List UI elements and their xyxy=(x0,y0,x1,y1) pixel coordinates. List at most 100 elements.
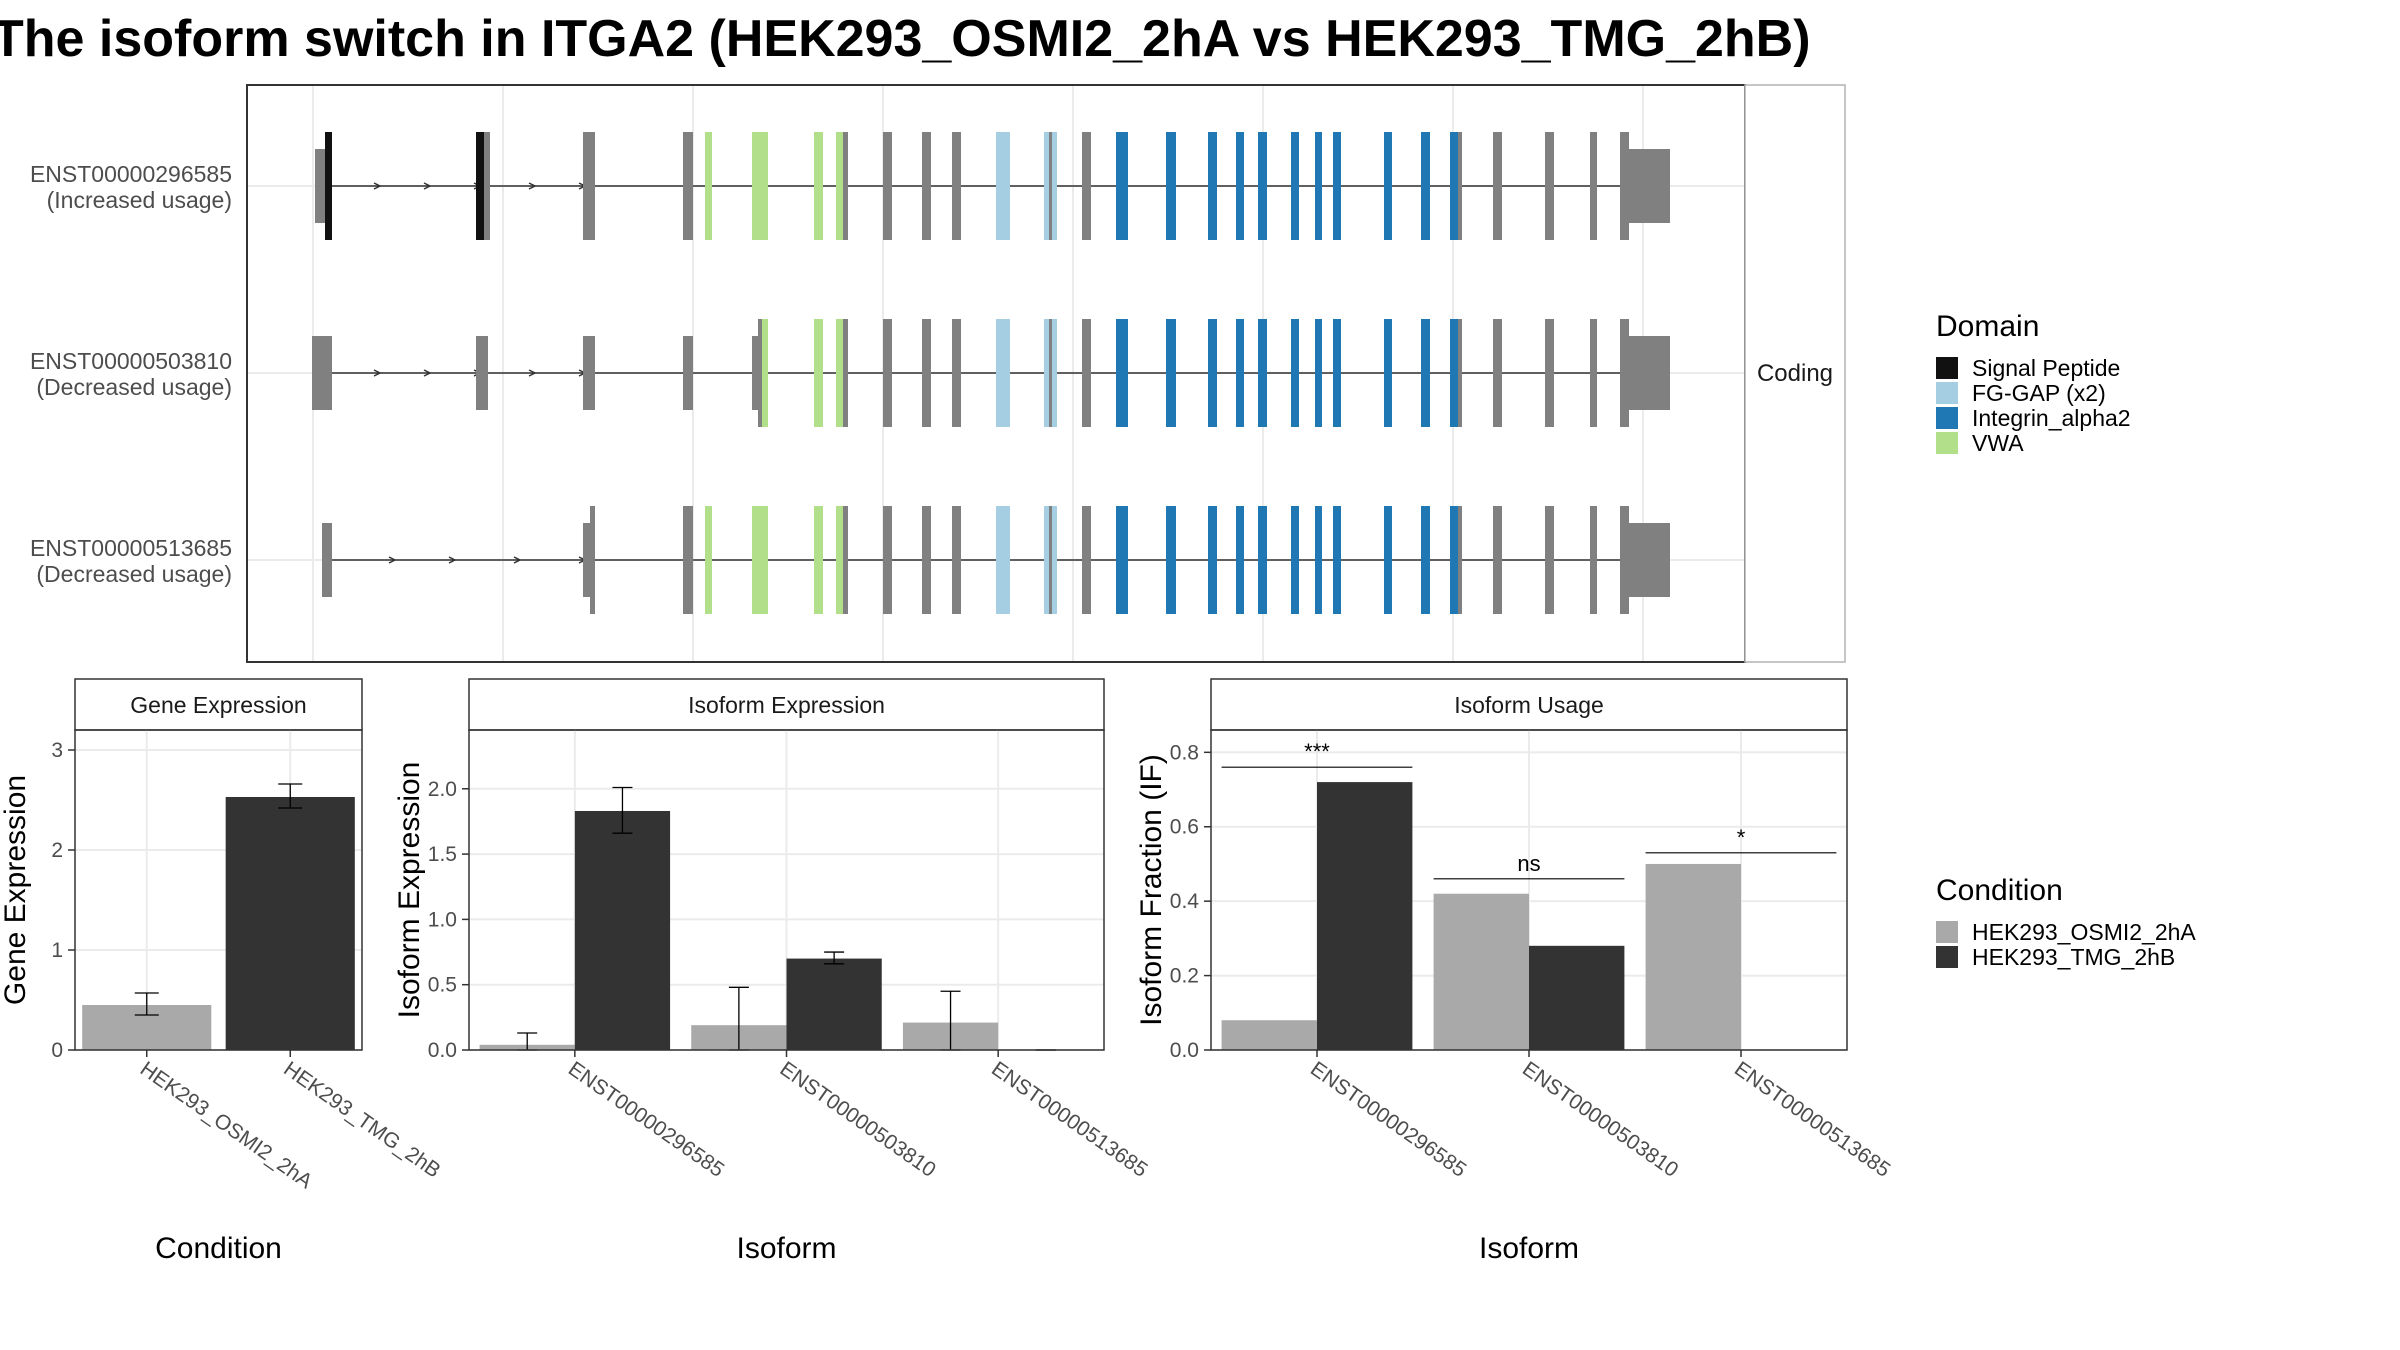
exon-rect xyxy=(1384,506,1392,614)
exon-rect xyxy=(1384,132,1392,240)
y-tick-label: 0.4 xyxy=(1170,890,1200,913)
exon-rect xyxy=(1620,336,1670,410)
isoform-usage-label: (Decreased usage) xyxy=(36,561,232,587)
exon-rect xyxy=(758,319,762,427)
facet-label: Coding xyxy=(1757,360,1833,387)
exon-rect xyxy=(1315,132,1322,240)
bar xyxy=(1317,782,1413,1050)
chart-panel-2: Isoform Expression0.00.51.01.52.0ENST000… xyxy=(393,678,1152,1265)
isoform-id-label: ENST00000513685 xyxy=(30,535,232,561)
panel-strip xyxy=(74,678,363,731)
condition-legend-swatch xyxy=(1936,946,1958,968)
exon-rect xyxy=(1458,319,1462,427)
bar xyxy=(1645,863,1741,1050)
figure-title: The isoform switch in ITGA2 (HEK293_OSMI… xyxy=(0,10,1811,68)
exon-rect xyxy=(1333,506,1341,614)
exon-rect xyxy=(1166,132,1176,240)
exon-rect xyxy=(836,132,843,240)
exon-rect xyxy=(583,336,595,410)
intron-arrow xyxy=(373,369,382,377)
x-tick-label: ENST00000503810 xyxy=(1518,1057,1682,1182)
exon-rect xyxy=(1590,319,1597,427)
exon-rect xyxy=(752,132,768,240)
exon-rect xyxy=(1082,132,1091,240)
isoform-id-label: ENST00000503810 xyxy=(30,348,232,374)
exon-rect xyxy=(1208,319,1217,427)
exon-rect xyxy=(1315,506,1322,614)
exon-rect xyxy=(952,506,961,614)
y-tick-label: 0.0 xyxy=(428,1039,457,1062)
y-tick-label: 1.5 xyxy=(428,843,457,866)
exon-rect xyxy=(752,506,768,614)
transcript-structure-panel: Coding ENST00000296585(Increased usage) EN… xyxy=(30,84,1846,663)
exon-rect xyxy=(683,336,693,410)
exon-rect xyxy=(1450,506,1458,614)
exon-rect xyxy=(1590,132,1597,240)
exon-rect xyxy=(484,132,490,240)
exon-rect xyxy=(1236,319,1244,427)
exon-rect xyxy=(1421,132,1430,240)
y-tick-label: 0.0 xyxy=(1170,1039,1199,1062)
condition-legend-title: Condition xyxy=(1936,874,2063,907)
exon-rect xyxy=(762,319,768,427)
exon-rect xyxy=(1116,319,1128,427)
exon-rect xyxy=(1116,506,1128,614)
panel-title: Gene Expression xyxy=(130,692,306,718)
significance-label: *** xyxy=(1304,739,1330,764)
x-axis-title: Isoform xyxy=(1479,1232,1579,1265)
domain-legend-swatch xyxy=(1936,432,1958,454)
y-tick-label: 0.8 xyxy=(1170,741,1199,764)
panel-title: Isoform Usage xyxy=(1454,692,1604,718)
exon-rect xyxy=(883,132,892,240)
y-tick-label: 0.2 xyxy=(1170,965,1199,988)
exon-rect xyxy=(312,336,332,410)
exon-rect xyxy=(952,132,961,240)
exon-rect xyxy=(583,132,595,240)
exon-rect xyxy=(315,149,327,223)
exon-rect xyxy=(1236,132,1244,240)
exon-rect xyxy=(1333,319,1341,427)
panel-border xyxy=(74,729,363,1051)
exon-rect xyxy=(583,523,591,597)
exon-rect xyxy=(1421,506,1430,614)
y-tick-label: 0.5 xyxy=(428,974,457,997)
exon-rect xyxy=(843,506,848,614)
exon-rect xyxy=(922,132,931,240)
y-axis-title: Isoform Fraction (IF) xyxy=(1135,754,1168,1026)
exon-rect xyxy=(883,319,892,427)
exon-rect xyxy=(814,319,823,427)
bar xyxy=(786,958,882,1050)
condition-legend-swatch xyxy=(1936,921,1958,943)
bar xyxy=(1529,945,1625,1050)
exon-rect xyxy=(705,506,712,614)
exon-rect xyxy=(1315,319,1322,427)
isoform-usage-label: (Decreased usage) xyxy=(36,374,232,400)
x-tick-label: ENST00000513685 xyxy=(1730,1057,1894,1182)
exon-rect xyxy=(836,506,843,614)
exon-rect xyxy=(1082,506,1091,614)
intron-arrow xyxy=(423,182,432,190)
exon-rect xyxy=(1450,132,1458,240)
y-axis-title: Isoform Expression xyxy=(393,762,426,1019)
exon-rect xyxy=(1545,506,1554,614)
bar-panels: Gene Expression0123HEK293_OSMI2_2hAHEK29… xyxy=(0,678,1894,1265)
exon-rect xyxy=(1258,506,1267,614)
x-axis-title: Isoform xyxy=(736,1232,836,1265)
exon-rect xyxy=(1493,132,1502,240)
exon-rect xyxy=(814,132,823,240)
domain-legend-swatch xyxy=(1936,357,1958,379)
x-tick-label: ENST00000296585 xyxy=(1306,1057,1470,1182)
y-tick-label: 0.6 xyxy=(1170,816,1199,839)
condition-legend-label: HEK293_TMG_2hB xyxy=(1972,944,2175,970)
intron-arrow xyxy=(528,182,537,190)
exon-rect xyxy=(1291,319,1299,427)
exon-rect xyxy=(325,132,332,240)
y-axis-title: Gene Expression xyxy=(0,775,32,1005)
x-tick-label: ENST00000513685 xyxy=(987,1057,1151,1182)
exon-rect xyxy=(322,523,332,597)
exon-rect xyxy=(996,319,1010,427)
y-tick-label: 1.0 xyxy=(428,908,457,931)
isoform-id-label: ENST00000296585 xyxy=(30,161,232,187)
exon-rect xyxy=(922,506,931,614)
